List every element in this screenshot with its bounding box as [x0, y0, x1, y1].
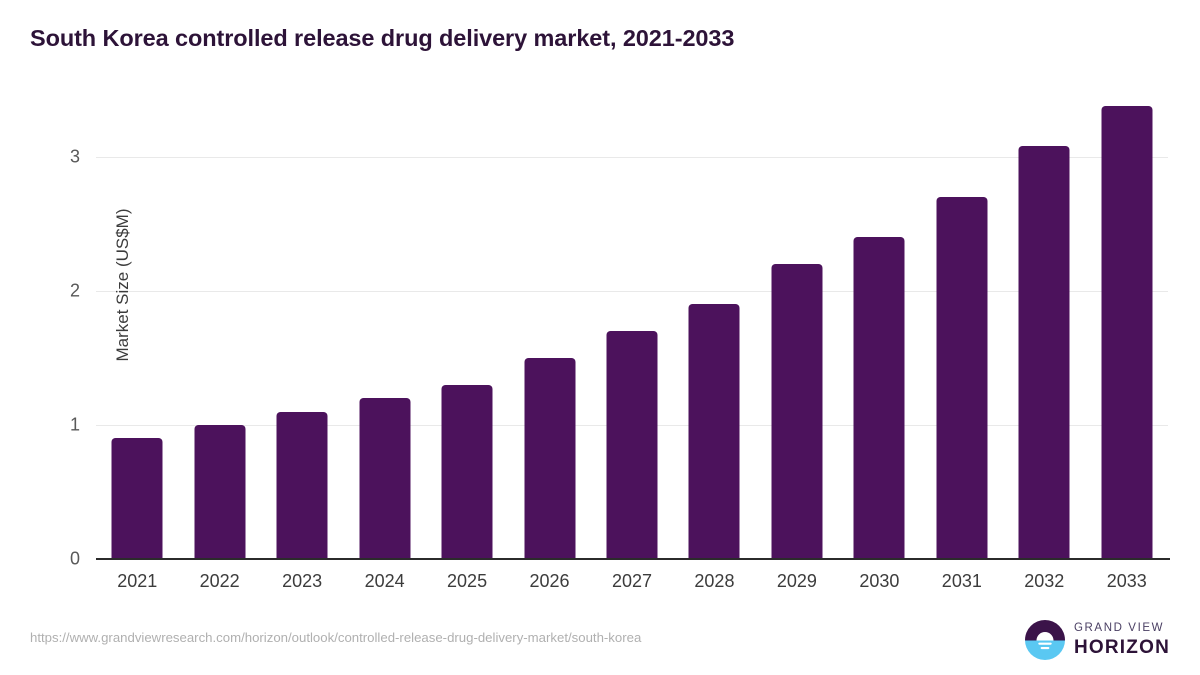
x-axis-line — [96, 558, 1170, 560]
x-axis-tick-label: 2025 — [447, 571, 488, 591]
bar[interactable] — [524, 358, 576, 559]
logo-line-horizon: HORIZON — [1073, 636, 1170, 658]
x-axis-tick-label: 2029 — [776, 571, 817, 591]
bar-group: 2027 — [591, 90, 673, 591]
y-axis-tick-label: 0 — [69, 548, 80, 569]
page-title: South Korea controlled release drug deli… — [30, 25, 735, 51]
bar-group: 2032 — [1003, 90, 1085, 591]
bar-group: 2031 — [921, 90, 1003, 591]
bar-group: 2029 — [756, 90, 838, 591]
bar-group: 2024 — [343, 90, 425, 591]
bar[interactable] — [1101, 106, 1153, 559]
logo-line-grand-view: GRAND VIEW — [1073, 622, 1165, 635]
x-axis-tick-label: 2021 — [117, 571, 158, 591]
bar-group: 2021 — [96, 90, 178, 591]
x-axis-tick-label: 2023 — [282, 571, 323, 591]
bar-group: 2033 — [1086, 90, 1168, 591]
bar[interactable] — [688, 304, 740, 559]
grand-view-horizon-logo[interactable]: GRAND VIEW HORIZON — [1024, 620, 1170, 660]
x-axis-tick-label: 2031 — [941, 571, 982, 591]
x-axis-tick-label: 2027 — [611, 571, 653, 591]
bar[interactable] — [194, 425, 246, 559]
source-url[interactable]: https://www.grandviewresearch.com/horizo… — [30, 630, 642, 645]
bar-group: 2028 — [673, 90, 755, 591]
x-axis-tick-label: 2028 — [694, 571, 735, 591]
y-axis-tick-label: 3 — [69, 146, 80, 167]
bar-group: 2030 — [838, 90, 920, 591]
bar-group: 2026 — [508, 90, 590, 591]
bar[interactable] — [606, 331, 658, 559]
plot-area: Market Size (US$M) 2021 2022 2023 2024 2025 2… — [96, 90, 1168, 591]
bar[interactable] — [1018, 146, 1070, 559]
gridline — [96, 157, 1168, 158]
bar-series: 2021 2022 2023 2024 2025 2026 2027 2028 2029 2030… — [96, 90, 1168, 591]
bar[interactable] — [276, 411, 328, 559]
bar[interactable] — [441, 384, 493, 559]
bar[interactable] — [111, 438, 163, 559]
bar[interactable] — [771, 264, 823, 559]
bar-group: 2025 — [426, 90, 508, 591]
horizon-sunrise-circle-icon — [1024, 620, 1065, 660]
x-axis-tick-label: 2033 — [1106, 571, 1147, 591]
y-axis-tick-label: 2 — [69, 280, 80, 301]
bar[interactable] — [359, 398, 411, 559]
gridline — [96, 291, 1168, 292]
y-axis-tick-label: 1 — [69, 414, 80, 435]
bar[interactable] — [853, 237, 905, 559]
bar[interactable] — [936, 197, 988, 559]
x-axis-tick-label: 2026 — [529, 571, 570, 591]
x-axis-tick-label: 2030 — [859, 571, 900, 591]
logo-wordmark: GRAND VIEW HORIZON — [1074, 623, 1170, 657]
x-axis-tick-label: 2022 — [199, 571, 240, 591]
x-axis-tick-label: 2032 — [1024, 571, 1065, 591]
bar-group: 2023 — [261, 90, 343, 591]
x-axis-tick-label: 2024 — [364, 571, 405, 591]
bar-group: 2022 — [178, 90, 260, 591]
